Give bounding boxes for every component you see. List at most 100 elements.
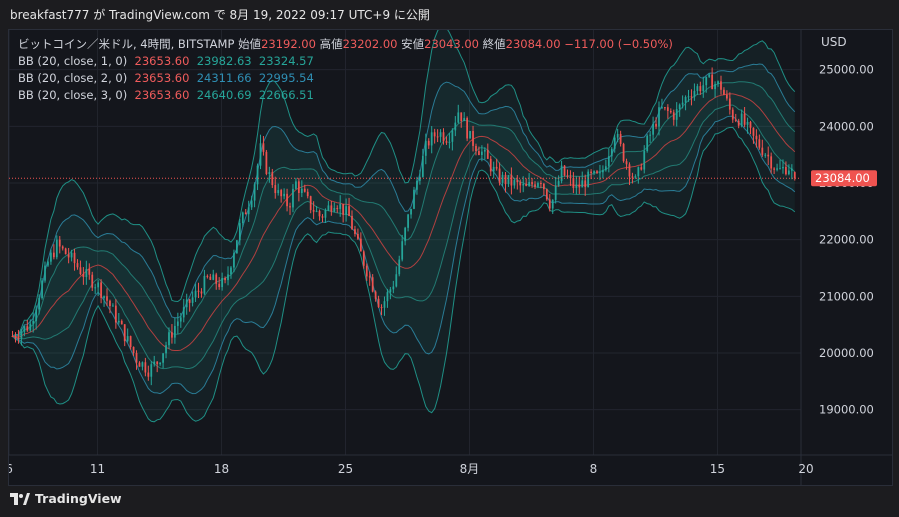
candle-body bbox=[185, 299, 188, 308]
tradingview-brand[interactable]: TradingView bbox=[10, 491, 122, 506]
bb3-lower-line bbox=[12, 126, 796, 423]
candle-body bbox=[424, 140, 427, 156]
candle-body bbox=[357, 233, 359, 239]
candle-body bbox=[489, 158, 492, 172]
candle-body bbox=[100, 282, 102, 298]
candle-body bbox=[498, 168, 501, 183]
y-tick-label: 21000.00 bbox=[819, 289, 874, 303]
candle-body bbox=[386, 292, 389, 302]
candle-body bbox=[749, 121, 752, 128]
candle-body bbox=[566, 175, 569, 177]
candle-body bbox=[306, 191, 309, 197]
candle-body bbox=[714, 83, 716, 90]
candle-body bbox=[162, 353, 164, 363]
bb-basis-line bbox=[12, 93, 796, 351]
candle-body bbox=[336, 208, 339, 210]
candle-body bbox=[785, 166, 787, 175]
tradingview-logo-icon bbox=[10, 492, 30, 505]
candle-body bbox=[359, 238, 362, 252]
candle-body bbox=[631, 176, 634, 178]
candle-body bbox=[117, 320, 120, 323]
candle-body bbox=[421, 155, 424, 177]
candle-body bbox=[250, 200, 253, 208]
candle-body bbox=[572, 178, 575, 188]
candle-body bbox=[70, 252, 73, 258]
candle-body bbox=[413, 189, 415, 209]
candle-body bbox=[504, 174, 507, 185]
candle-body bbox=[47, 261, 49, 266]
candle-body bbox=[723, 89, 725, 95]
candle-body bbox=[295, 181, 297, 189]
candle-body bbox=[554, 185, 557, 200]
candle-body bbox=[427, 140, 430, 146]
candle-body bbox=[253, 184, 256, 201]
candle-body bbox=[58, 239, 61, 247]
candle-body bbox=[486, 149, 489, 159]
candle-body bbox=[11, 336, 14, 337]
candle-body bbox=[221, 278, 224, 288]
candle-body bbox=[200, 291, 203, 294]
candle-body bbox=[342, 203, 345, 215]
candle-body bbox=[109, 300, 111, 306]
candle-body bbox=[292, 188, 294, 208]
candle-body bbox=[244, 212, 247, 215]
bb2-upper-line bbox=[12, 63, 796, 337]
candle-body bbox=[14, 336, 17, 338]
candle-body bbox=[728, 98, 731, 110]
candle-body bbox=[179, 317, 182, 322]
candle-body bbox=[646, 135, 649, 151]
candle-body bbox=[300, 188, 303, 194]
last-price-label: 23084.00 bbox=[815, 171, 870, 185]
candle-body bbox=[548, 199, 551, 209]
candle-body bbox=[82, 274, 85, 278]
candle-body bbox=[542, 183, 545, 190]
candle-body bbox=[640, 167, 643, 170]
candle-body bbox=[321, 216, 324, 218]
candle-body bbox=[35, 309, 38, 321]
candle-body bbox=[448, 141, 451, 143]
candle-body bbox=[483, 149, 486, 152]
candle-body bbox=[371, 277, 374, 292]
candle-body bbox=[678, 104, 681, 110]
candle-body bbox=[702, 85, 705, 92]
candle-body bbox=[649, 134, 652, 136]
candle-body bbox=[85, 269, 88, 278]
candle-body bbox=[625, 161, 628, 165]
candle-body bbox=[156, 361, 159, 365]
candle-body bbox=[351, 215, 353, 230]
price-scale[interactable] bbox=[801, 30, 892, 485]
bb1-lower-line bbox=[12, 104, 796, 370]
bb2-lower-line bbox=[12, 115, 796, 395]
candle-body bbox=[445, 141, 448, 143]
bb1-fill bbox=[12, 81, 795, 369]
candle-body bbox=[235, 240, 238, 254]
candle-body bbox=[439, 132, 442, 137]
chart-frame[interactable]: USD19000.0020000.0021000.0022000.0023000… bbox=[8, 29, 893, 486]
candle-body bbox=[717, 81, 719, 84]
candle-body bbox=[259, 143, 262, 166]
candle-body bbox=[129, 336, 132, 347]
candle-body bbox=[534, 184, 536, 187]
candle-body bbox=[708, 74, 711, 77]
candle-body bbox=[297, 181, 300, 194]
candle-body bbox=[475, 145, 477, 152]
candle-body bbox=[563, 165, 566, 176]
candle-body bbox=[457, 112, 460, 123]
y-tick-label: 24000.00 bbox=[819, 119, 874, 133]
candle-body bbox=[339, 203, 342, 209]
candle-body bbox=[212, 274, 215, 280]
candle-body bbox=[277, 190, 280, 194]
bb3-fill bbox=[12, 30, 795, 422]
candle-body bbox=[764, 154, 767, 156]
candle-body bbox=[604, 166, 607, 171]
candle-body bbox=[165, 345, 167, 354]
candle-body bbox=[138, 362, 141, 367]
candlestick-chart[interactable]: USD19000.0020000.0021000.0022000.0023000… bbox=[9, 30, 892, 485]
candle-body bbox=[610, 148, 613, 157]
candle-body bbox=[44, 265, 46, 281]
candle-body bbox=[271, 172, 274, 186]
bb3-upper-line bbox=[12, 30, 796, 337]
candle-body bbox=[590, 171, 592, 174]
candle-body bbox=[410, 208, 412, 215]
candle-body bbox=[492, 166, 495, 172]
